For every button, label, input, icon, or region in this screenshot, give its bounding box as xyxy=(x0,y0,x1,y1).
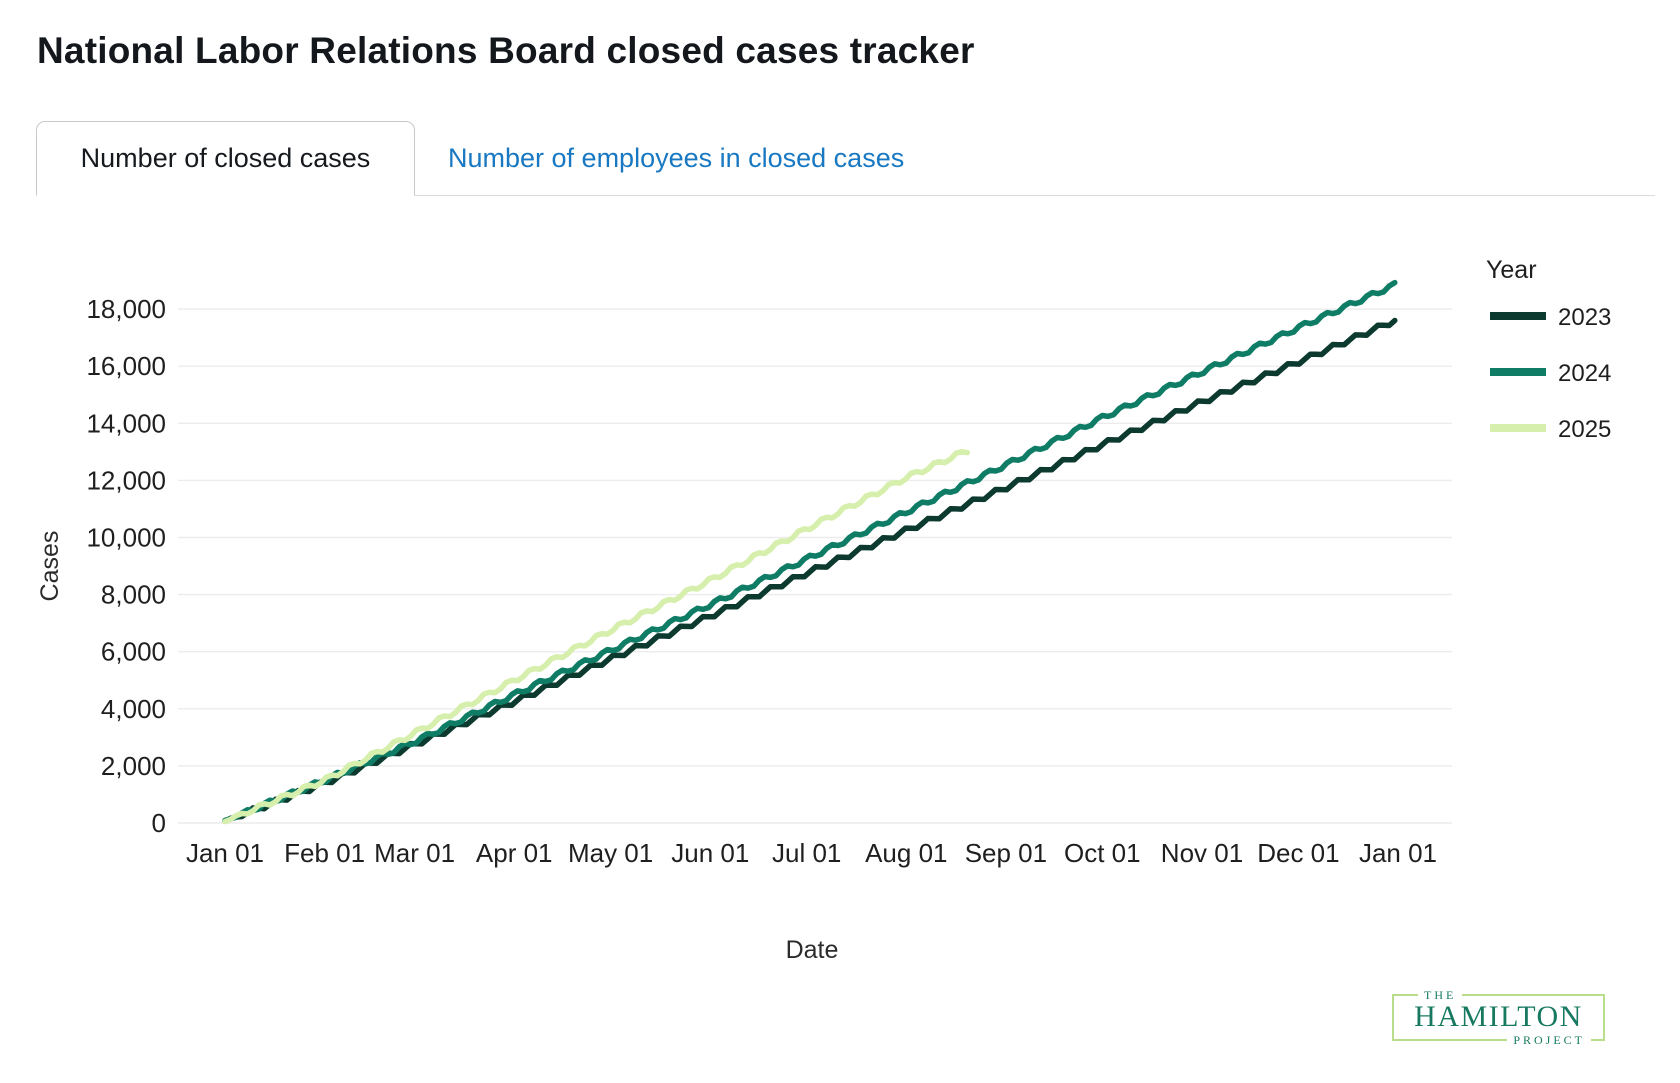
x-tick-label: May 01 xyxy=(568,838,653,868)
x-tick-label: Jun 01 xyxy=(671,838,749,868)
page-title: National Labor Relations Board closed ca… xyxy=(37,30,975,71)
x-tick-label: Apr 01 xyxy=(476,838,553,868)
y-tick-label: 6,000 xyxy=(101,637,166,667)
x-tick-label: Aug 01 xyxy=(865,838,947,868)
x-tick-label: Oct 01 xyxy=(1064,838,1141,868)
y-tick-label: 14,000 xyxy=(86,408,166,438)
logo-hamilton-text: HAMILTON xyxy=(1414,1000,1583,1033)
hamilton-project-logo: THE HAMILTON PROJECT xyxy=(1392,987,1605,1048)
x-tick-label: Jan 01 xyxy=(1359,838,1437,868)
series-line-2024[interactable] xyxy=(222,279,1398,824)
x-tick-label: Feb 01 xyxy=(284,838,365,868)
y-tick-label: 0 xyxy=(152,808,166,838)
tab-number-of-closed-cases[interactable]: Number of closed cases xyxy=(36,121,415,196)
x-tick-label: Nov 01 xyxy=(1161,838,1243,868)
y-tick-label: 18,000 xyxy=(86,294,166,324)
x-tick-label: Mar 01 xyxy=(374,838,455,868)
x-tick-label: Dec 01 xyxy=(1257,838,1339,868)
y-tick-label: 12,000 xyxy=(86,465,166,495)
y-tick-label: 16,000 xyxy=(86,351,166,381)
x-tick-label: Jan 01 xyxy=(186,838,264,868)
logo-the-text: THE xyxy=(1418,987,1463,1003)
y-tick-label: 10,000 xyxy=(86,523,166,553)
y-tick-label: 2,000 xyxy=(101,751,166,781)
y-axis-title: Cases xyxy=(36,531,64,602)
tab-bar: Number of closed cases Number of employe… xyxy=(36,121,1655,196)
logo-project-text: PROJECT xyxy=(1507,1032,1591,1048)
y-tick-label: 8,000 xyxy=(101,580,166,610)
y-tick-label: 4,000 xyxy=(101,694,166,724)
x-tick-label: Sep 01 xyxy=(965,838,1047,868)
legend-label-2025[interactable]: 2025 xyxy=(1558,416,1611,443)
series-line-2025[interactable] xyxy=(222,448,971,825)
legend-label-2024[interactable]: 2024 xyxy=(1558,360,1611,387)
tab-number-of-employees-in-closed-cases[interactable]: Number of employees in closed cases xyxy=(448,142,905,173)
x-tick-label: Jul 01 xyxy=(772,838,841,868)
series-line-2023[interactable] xyxy=(222,317,1398,825)
x-axis-title: Date xyxy=(786,936,839,964)
legend-label-2023[interactable]: 2023 xyxy=(1558,304,1611,331)
legend-title: Year xyxy=(1486,256,1537,284)
